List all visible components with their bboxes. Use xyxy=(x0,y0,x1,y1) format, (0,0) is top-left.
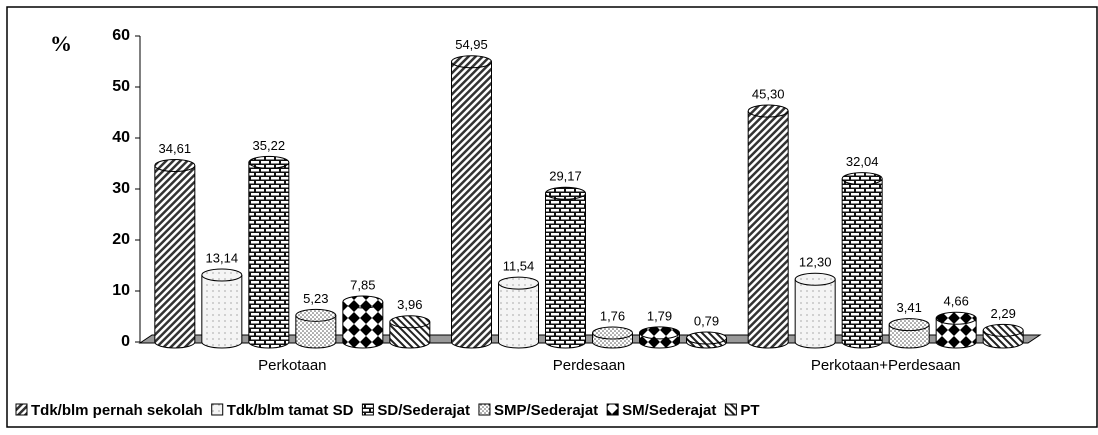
legend-label: Tdk/blm pernah sekolah xyxy=(31,402,203,419)
y-tick-label: 30 xyxy=(112,180,130,197)
chart-border xyxy=(6,6,1098,428)
legend-label: SM/Sederajat xyxy=(622,402,716,419)
data-label: 34,61 xyxy=(159,141,192,156)
data-label: 0,79 xyxy=(694,313,719,328)
bar-top xyxy=(342,295,384,309)
legend-label: SMP/Sederajat xyxy=(494,402,598,419)
data-label: 35,22 xyxy=(253,138,286,153)
y-tick-label: 60 xyxy=(112,27,130,44)
data-label: 3,41 xyxy=(897,300,922,315)
data-label: 7,85 xyxy=(350,277,375,292)
legend-swatch xyxy=(211,403,224,416)
data-label: 13,14 xyxy=(206,250,239,265)
bar xyxy=(248,162,289,342)
bar-top xyxy=(451,55,492,69)
data-label: 32,04 xyxy=(846,154,879,169)
bar xyxy=(936,318,977,342)
bar xyxy=(154,165,195,342)
bar-top xyxy=(686,331,727,345)
bar-top xyxy=(794,272,836,286)
legend-swatch xyxy=(15,403,28,416)
bar-top xyxy=(545,186,586,200)
x-tick-label: Perdesaan xyxy=(553,357,626,374)
legend-swatch xyxy=(361,403,374,416)
y-tick-label: 50 xyxy=(112,78,130,95)
y-tick-label: 40 xyxy=(112,129,130,146)
data-label: 1,76 xyxy=(600,308,625,323)
bar-top xyxy=(498,276,539,290)
data-label: 29,17 xyxy=(549,169,582,184)
x-tick-label: Perkotaan+Perdesaan xyxy=(811,357,961,374)
bar-top xyxy=(592,326,633,340)
legend-label: SD/Sederajat xyxy=(377,402,470,419)
bar-top xyxy=(935,311,977,325)
bar-top xyxy=(841,172,883,186)
bar xyxy=(498,283,539,342)
bar-top xyxy=(639,326,680,340)
bar-top xyxy=(389,315,431,329)
bar xyxy=(451,61,492,342)
bar xyxy=(842,178,883,342)
bar-top xyxy=(982,323,1024,337)
bar xyxy=(748,110,789,342)
data-label: 54,95 xyxy=(455,37,488,52)
legend-label: PT xyxy=(740,402,759,419)
data-label: 1,79 xyxy=(647,308,672,323)
data-label: 4,66 xyxy=(944,294,969,309)
legend-swatch xyxy=(724,403,737,416)
y-tick-label: 10 xyxy=(112,282,130,299)
legend-label: Tdk/blm tamat SD xyxy=(227,402,354,419)
bar xyxy=(795,279,836,342)
data-label: 45,30 xyxy=(752,86,785,101)
bar xyxy=(201,274,242,342)
data-label: 2,29 xyxy=(991,306,1016,321)
bar xyxy=(545,193,586,342)
data-label: 11,54 xyxy=(503,259,535,274)
y-axis-label: % xyxy=(50,31,72,56)
bar-top xyxy=(154,158,196,172)
legend-swatch xyxy=(478,403,491,416)
y-tick-label: 20 xyxy=(112,231,130,248)
bar-top xyxy=(201,268,243,282)
bar-top xyxy=(295,308,337,322)
bar xyxy=(342,301,383,342)
data-label: 5,23 xyxy=(303,291,328,306)
bar-top xyxy=(248,155,290,169)
y-tick-label: 0 xyxy=(121,333,130,350)
bar-top xyxy=(888,318,930,332)
bar-top xyxy=(747,104,789,118)
data-label: 12,30 xyxy=(799,255,832,270)
x-tick-label: Perkotaan xyxy=(258,357,326,374)
legend-swatch xyxy=(606,403,619,416)
data-label: 3,96 xyxy=(397,297,422,312)
